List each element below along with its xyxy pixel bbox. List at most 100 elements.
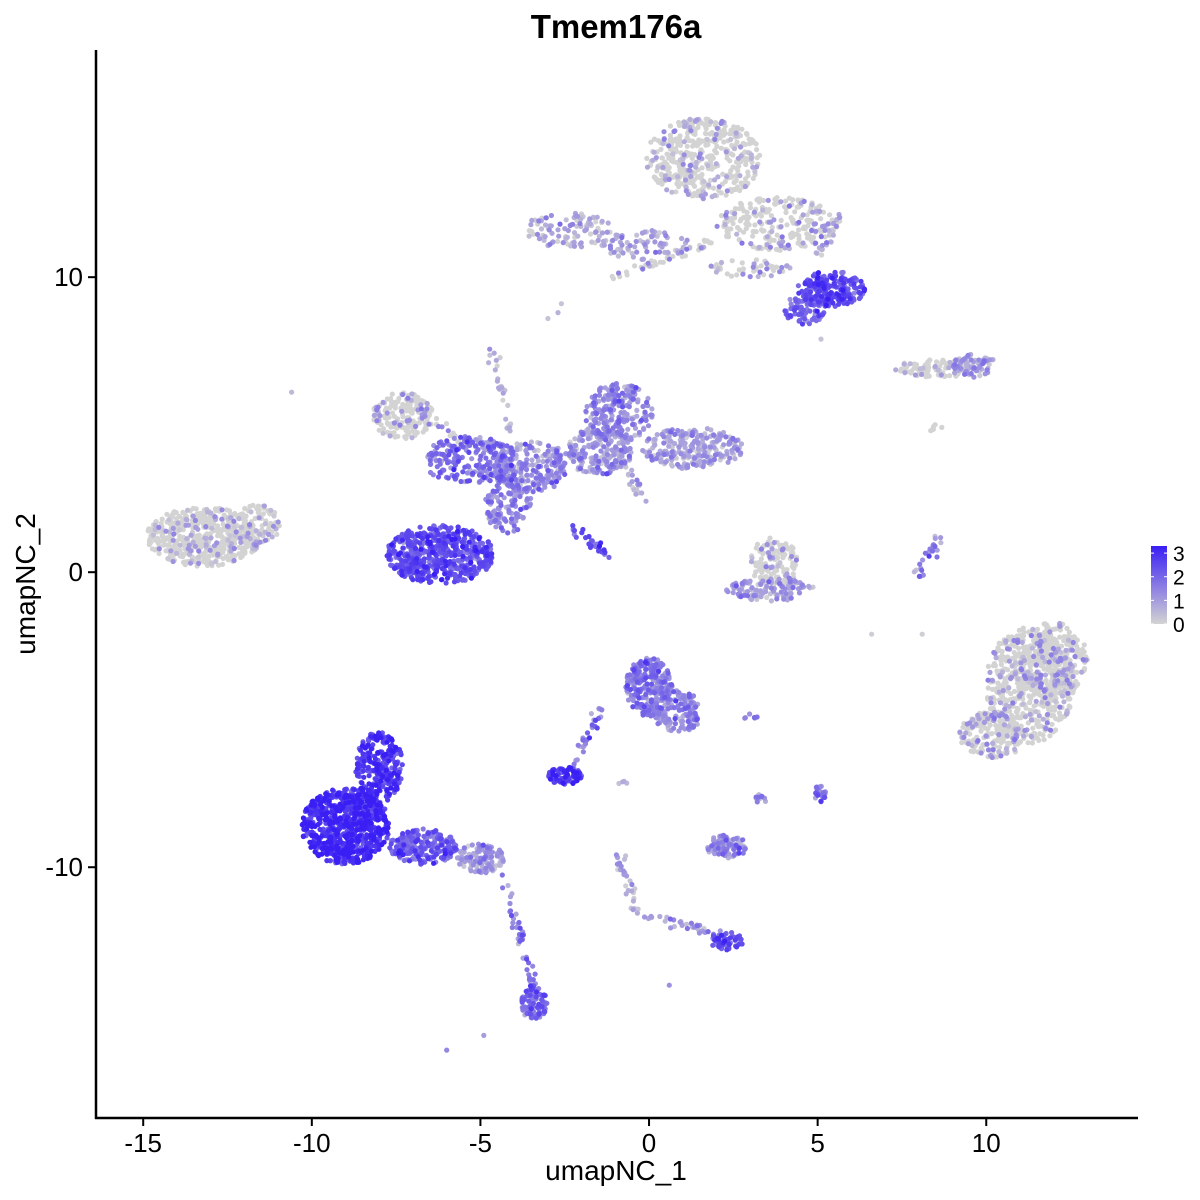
cell-point (687, 116, 693, 122)
cell-point (262, 521, 268, 527)
cell-point (212, 514, 218, 520)
cell-point (757, 211, 763, 217)
cell-point (185, 546, 191, 552)
cell-point (1062, 655, 1069, 661)
cell-point (712, 452, 719, 458)
cell-point (374, 418, 380, 424)
cell-point (676, 164, 683, 170)
cell-point (184, 536, 190, 542)
cell-point (990, 663, 997, 669)
cell-point (800, 240, 806, 246)
cell-point (702, 130, 709, 137)
cell-point (202, 549, 208, 555)
cell-point (630, 254, 637, 260)
cell-point (721, 442, 727, 448)
cell-point (771, 217, 777, 223)
cell-point (409, 410, 415, 416)
cell-point (669, 463, 675, 469)
cell-point (919, 371, 925, 377)
cell-point (166, 517, 172, 523)
cell-point (774, 567, 780, 574)
cell-point (1042, 695, 1048, 701)
cell-point (738, 201, 745, 208)
cell-point (946, 365, 952, 371)
cell-point (399, 408, 405, 414)
cell-point (754, 164, 760, 170)
cell-point (742, 846, 748, 852)
cell-point (199, 510, 205, 517)
cell-point (459, 856, 465, 863)
cell-point (574, 757, 580, 763)
cell-point (505, 882, 511, 889)
cell-point (644, 164, 651, 170)
cell-point (377, 413, 383, 419)
cell-point (661, 434, 667, 440)
cell-point (1006, 658, 1013, 664)
cell-point (695, 446, 701, 452)
cell-point (666, 176, 672, 182)
cell-point (667, 123, 674, 129)
cell-point (754, 147, 760, 153)
cell-point (736, 163, 742, 169)
cell-point (651, 436, 658, 442)
cell-point (170, 525, 176, 532)
cell-point (790, 571, 796, 577)
cell-point (599, 707, 605, 713)
cell-point (545, 315, 551, 322)
cell-point (662, 459, 669, 465)
cell-point (579, 437, 586, 444)
cell-point (796, 204, 802, 210)
cell-point (171, 531, 177, 537)
cell-point (741, 229, 747, 235)
cell-point (664, 187, 670, 193)
cell-point (625, 426, 631, 432)
cell-point (389, 410, 396, 416)
cell-point (253, 528, 259, 534)
cell-point (920, 557, 926, 563)
cell-point (664, 151, 670, 157)
cell-point (818, 216, 824, 222)
cell-point (1024, 649, 1030, 655)
cell-point (1044, 711, 1051, 718)
cell-point (744, 131, 750, 137)
cell-point (778, 224, 784, 230)
cell-point (405, 395, 411, 401)
cell-point (204, 531, 210, 537)
cell-point (736, 267, 742, 273)
cell-point (768, 565, 774, 571)
cell-point (505, 402, 511, 408)
cell-point (725, 589, 731, 595)
cell-point (219, 516, 225, 522)
cell-point (828, 239, 834, 245)
cell-point (990, 740, 996, 747)
cell-point (507, 894, 514, 900)
cell-point (1054, 641, 1060, 647)
cell-point (629, 416, 635, 422)
cell-point (1052, 698, 1058, 704)
cell-point (768, 571, 774, 578)
cell-point (634, 910, 641, 916)
cell-point (666, 982, 672, 988)
cell-point (535, 458, 542, 464)
cell-point (651, 149, 657, 155)
cell-point (1029, 645, 1035, 651)
cell-point (739, 126, 745, 132)
cell-point (1047, 637, 1053, 644)
cell-point (747, 711, 753, 717)
cell-point (737, 133, 744, 139)
cell-point (384, 410, 390, 416)
cell-point (464, 470, 470, 476)
cell-point (731, 146, 738, 152)
cell-point (658, 459, 664, 465)
cell-point (542, 234, 548, 240)
cell-point (513, 510, 519, 517)
cell-point (748, 559, 755, 565)
cell-point (689, 155, 695, 161)
cell-point (708, 263, 714, 269)
cell-point (639, 490, 645, 496)
cell-point (1054, 672, 1060, 678)
cell-point (578, 240, 584, 246)
cell-point (735, 155, 742, 161)
cell-point (711, 432, 717, 438)
cell-point (1039, 699, 1045, 705)
